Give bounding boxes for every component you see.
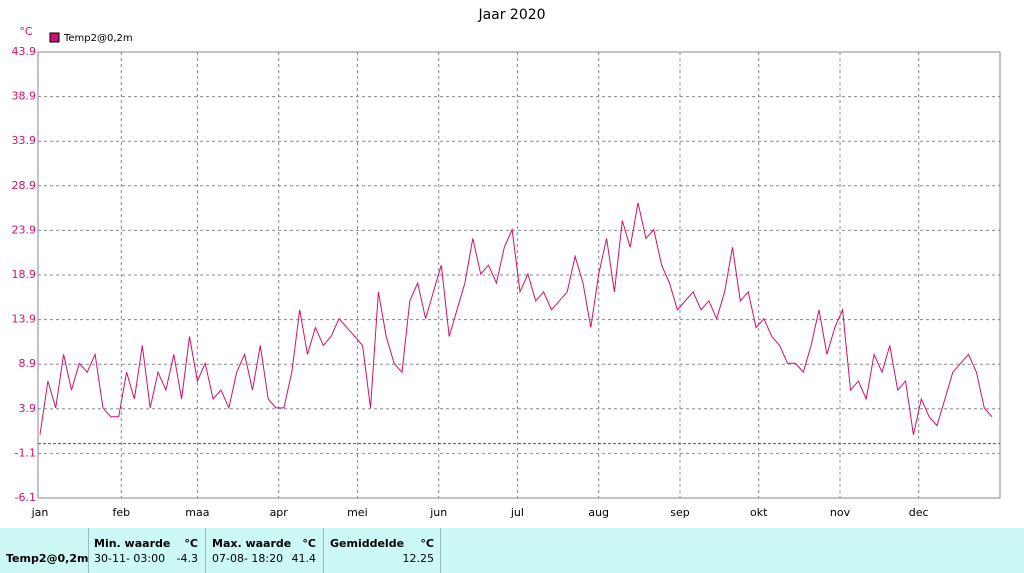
table-cell: °C — [302, 537, 316, 550]
y-tick-label: 8.9 — [19, 357, 37, 370]
y-tick-label: 33.9 — [12, 134, 37, 147]
stats-table: Min. waarde °C Max. waarde °C Gemiddelde °C Te… — [0, 528, 1024, 573]
x-tick-label: mei — [347, 506, 368, 519]
column-divider — [440, 528, 441, 573]
y-tick-label: 18.9 — [12, 268, 37, 281]
y-unit: °C — [19, 25, 33, 38]
x-tick-label: jan — [31, 506, 49, 519]
background — [0, 0, 1024, 528]
x-tick-label: okt — [750, 506, 768, 519]
x-tick-label: nov — [830, 506, 851, 519]
y-tick-label: 23.9 — [12, 223, 37, 236]
table-cell: Gemiddelde — [330, 537, 405, 550]
y-tick-label: 38.9 — [12, 90, 37, 103]
x-tick-label: aug — [588, 506, 609, 519]
x-tick-label: dec — [909, 506, 929, 519]
legend-swatch — [49, 32, 60, 43]
x-tick-label: jul — [510, 506, 524, 519]
table-cell: 41.4 — [291, 552, 317, 565]
y-tick-label: -1.1 — [15, 446, 36, 459]
column-divider — [205, 528, 206, 573]
x-tick-label: maa — [185, 506, 209, 519]
y-tick-label: 28.9 — [12, 179, 37, 192]
chart: Jaar 2020 °C Temp2@0,2m -6.1 -1.1 3.9 8.9 13… — [0, 0, 1024, 528]
chart-title: Jaar 2020 — [477, 7, 545, 23]
table-cell: Min. waarde — [94, 537, 171, 550]
x-tick-label: jun — [429, 506, 447, 519]
legend-label: Temp2@0,2m — [63, 33, 133, 44]
y-tick-label: 13.9 — [12, 313, 37, 326]
series-line — [39, 202, 993, 435]
y-tick-label: 3.9 — [19, 402, 37, 415]
y-tick-label: -6.1 — [15, 491, 36, 504]
table-cell: 30-11- 03:00 — [94, 552, 166, 565]
table-cell: Max. waarde — [212, 537, 292, 550]
table-cell: 12.25 — [402, 552, 435, 565]
x-tick-label: sep — [670, 506, 689, 519]
x-tick-label: feb — [112, 506, 130, 519]
table-cell: °C — [184, 537, 198, 550]
table-cell: -4.3 — [176, 552, 198, 565]
x-tick-label: apr — [270, 506, 289, 519]
table-cell: Temp2@0,2m — [6, 552, 89, 565]
y-tick-label: 43.9 — [12, 45, 37, 58]
table-cell: °C — [420, 537, 434, 550]
table-cell: 07-08- 18:20 — [212, 552, 284, 565]
column-divider — [88, 528, 89, 573]
column-divider — [323, 528, 324, 573]
